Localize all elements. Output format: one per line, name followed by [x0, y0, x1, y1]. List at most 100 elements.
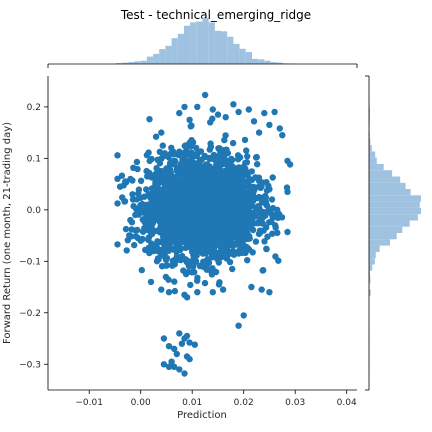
data-point [137, 237, 144, 244]
data-point [229, 206, 237, 213]
data-point [213, 161, 220, 168]
data-point [243, 159, 251, 166]
right-histogram-bar [369, 245, 380, 252]
data-point [186, 339, 193, 346]
right-histogram-bar [369, 113, 370, 120]
data-point [235, 224, 243, 231]
data-point [183, 192, 190, 199]
data-point [268, 218, 275, 225]
data-point [201, 279, 209, 287]
data-point [248, 168, 255, 175]
data-point [187, 228, 194, 236]
top-histogram-bar [208, 22, 215, 64]
data-point [191, 184, 198, 191]
right-histogram-bar [369, 182, 406, 190]
data-point [207, 119, 214, 126]
data-point [217, 148, 224, 155]
data-point [226, 258, 234, 266]
data-point [127, 175, 134, 183]
data-point [238, 234, 246, 241]
data-point [260, 267, 267, 274]
data-point [160, 361, 168, 368]
data-point [196, 199, 203, 206]
data-point [185, 238, 192, 245]
x-axis-ticks: −0.01 0.00 0.01 0.02 0.03 0.04 [75, 390, 357, 408]
data-point [145, 236, 152, 244]
data-point [266, 121, 273, 129]
data-point [171, 287, 179, 295]
data-point [231, 199, 239, 207]
data-point [138, 266, 145, 274]
y-tick-label: 0.0 [27, 206, 42, 216]
data-point [176, 366, 183, 373]
data-point [209, 106, 216, 113]
data-point [178, 340, 186, 347]
data-point [154, 238, 161, 245]
data-point [207, 140, 214, 147]
data-point [168, 358, 175, 365]
data-point [235, 322, 242, 329]
data-point [159, 216, 166, 223]
data-point [259, 220, 266, 227]
data-point [252, 174, 259, 181]
y-tick-label: −0.1 [19, 257, 41, 267]
data-point [145, 244, 152, 251]
data-point [172, 157, 179, 165]
data-point [239, 172, 246, 180]
data-point [258, 183, 265, 190]
data-point [145, 210, 152, 217]
data-point [215, 231, 222, 238]
data-point [261, 109, 268, 117]
right-histogram-bar [369, 170, 393, 177]
x-tick-label: 0.01 [182, 398, 202, 408]
data-point [248, 283, 255, 291]
data-point [133, 158, 141, 166]
data-point [250, 118, 258, 125]
right-histogram-bar [369, 189, 411, 196]
data-point [160, 152, 167, 159]
y-axis-label: Forward Return (one month, 21-trading da… [2, 122, 13, 344]
data-point [248, 197, 255, 205]
data-point [114, 200, 121, 207]
right-histogram-bar [369, 176, 401, 183]
data-point [171, 345, 178, 352]
data-point [207, 202, 215, 210]
data-point [181, 142, 188, 150]
data-point [159, 178, 166, 185]
data-point [230, 101, 237, 108]
data-point [139, 228, 147, 235]
data-point [188, 140, 196, 147]
data-point [204, 217, 212, 224]
data-point [179, 206, 186, 213]
data-point [274, 229, 281, 237]
data-point [274, 206, 281, 213]
top-histogram-bar [153, 53, 160, 64]
data-point [245, 106, 252, 113]
data-point [222, 243, 229, 250]
data-point [159, 142, 166, 149]
data-point [190, 221, 197, 228]
data-point [193, 144, 200, 152]
data-point [229, 232, 237, 240]
data-point [188, 122, 195, 129]
y-tick-label: 0.2 [27, 103, 41, 113]
data-point [171, 238, 179, 246]
data-point [138, 206, 146, 214]
data-point [214, 255, 221, 263]
data-point [244, 153, 251, 160]
top-histogram-bar [245, 52, 252, 64]
data-point [235, 108, 242, 116]
data-point [171, 363, 178, 370]
data-point [286, 161, 294, 168]
top-histogram-bar [140, 60, 147, 64]
data-point [173, 252, 181, 260]
data-point [185, 161, 192, 169]
data-point [119, 194, 126, 201]
top-histogram-bar [171, 38, 178, 64]
data-point [185, 259, 192, 266]
data-point [219, 286, 227, 293]
data-point [241, 136, 249, 144]
data-point [242, 215, 249, 222]
data-point [235, 156, 242, 163]
